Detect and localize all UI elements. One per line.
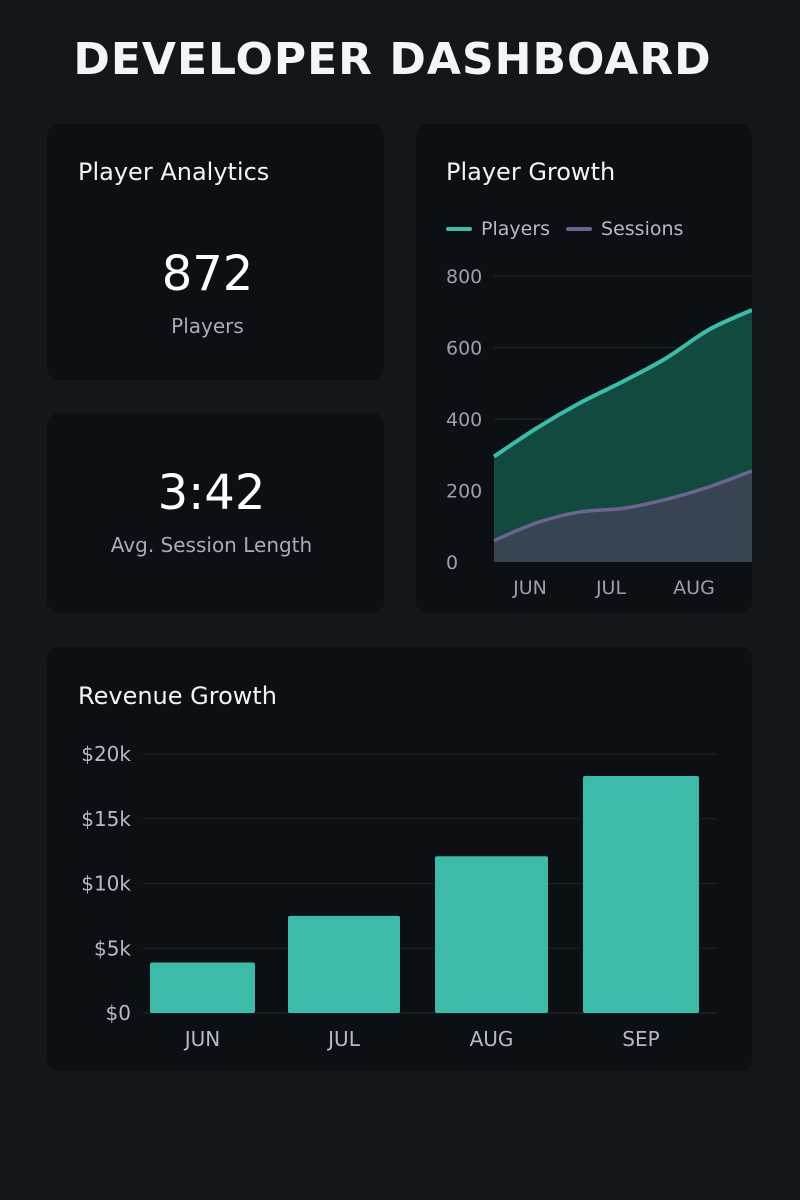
revenue-x-tick-label: SEP xyxy=(622,1027,659,1051)
avg-session-value: 3:42 xyxy=(157,465,266,521)
players-count: 872 xyxy=(161,246,254,302)
player-growth-chart: 800 600 400 200 0 JUN JUL AUG xyxy=(446,266,752,599)
revenue-x-tick-label: JUN xyxy=(183,1027,221,1051)
revenue-y-tick-label: $20k xyxy=(81,742,131,766)
players-label: Players xyxy=(171,314,244,338)
legend-item-players: Players xyxy=(446,218,550,240)
growth-y-tick-label: 200 xyxy=(446,481,482,503)
revenue-bar xyxy=(150,962,255,1013)
players-line xyxy=(492,308,752,459)
page-title: DEVELOPER DASHBOARD xyxy=(73,34,712,85)
revenue-y-tick-label: $5k xyxy=(94,936,131,960)
legend-item-sessions: Sessions xyxy=(566,218,683,240)
growth-x-tick-label: JUN xyxy=(512,577,547,599)
revenue-x-tick-label: JUL xyxy=(326,1027,361,1051)
growth-y-tick-label: 400 xyxy=(446,409,482,431)
legend-swatch-sessions xyxy=(566,227,593,231)
revenue-bar xyxy=(583,776,699,1013)
revenue-bar xyxy=(435,856,548,1013)
session-length-card: 3:42 Avg. Session Length xyxy=(47,413,384,613)
revenue-y-tick-label: $10k xyxy=(81,872,131,896)
player-growth-card: Player Growth Players Sessions 800 600 400… xyxy=(416,124,752,613)
revenue-growth-title: Revenue Growth xyxy=(78,682,278,710)
growth-x-tick-label: AUG xyxy=(673,577,715,599)
revenue-y-tick-label: $15k xyxy=(81,807,131,831)
player-growth-legend: Players Sessions xyxy=(446,218,699,240)
growth-y-tick-label: 800 xyxy=(446,266,482,288)
player-analytics-card: Player Analytics 872 Players xyxy=(47,124,384,380)
player-analytics-title: Player Analytics xyxy=(78,158,270,186)
sessions-area xyxy=(494,470,752,562)
revenue-growth-chart: $20k $15k $10k $5k $0 JUN JUL AUG SEP xyxy=(81,742,717,1051)
legend-label-sessions: Sessions xyxy=(601,218,684,240)
player-growth-title: Player Growth xyxy=(446,158,616,186)
revenue-y-tick-label: $0 xyxy=(106,1001,131,1025)
sessions-line xyxy=(493,469,752,543)
growth-y-tick-label: 600 xyxy=(446,338,482,360)
legend-swatch-players xyxy=(446,227,472,231)
growth-x-tick-label: JUL xyxy=(595,577,627,599)
revenue-x-tick-label: AUG xyxy=(470,1027,514,1051)
growth-y-tick-label: 0 xyxy=(446,552,458,574)
revenue-growth-card: Revenue Growth $20k $15k $10k $5k $0 JUN JUL AU… xyxy=(47,647,752,1071)
revenue-bar xyxy=(288,915,400,1013)
legend-label-players: Players xyxy=(481,218,551,240)
avg-session-label: Avg. Session Length xyxy=(110,533,313,557)
